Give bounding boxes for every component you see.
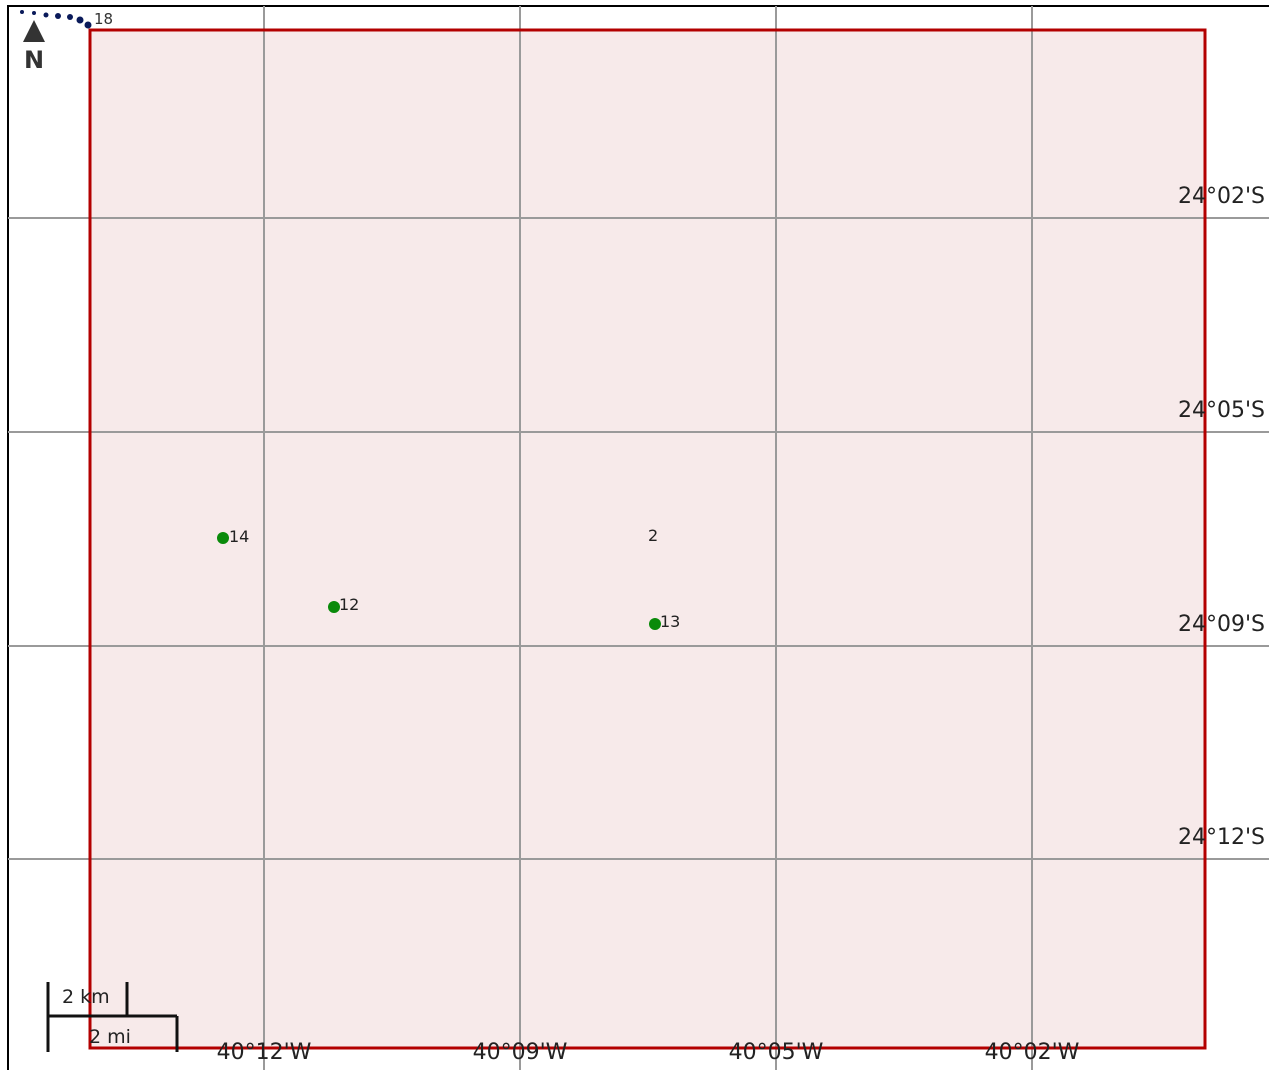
points: 14 12 13 2 (217, 526, 680, 631)
lon-label: 40°05'W (729, 1040, 824, 1065)
point-label: 13 (660, 612, 680, 631)
extent-fill (90, 30, 1205, 1048)
scale-label: 2 mi (89, 1026, 131, 1048)
lat-label: 24°05'S (1178, 398, 1265, 423)
scale-bar (46, 982, 179, 1052)
point (217, 532, 229, 544)
lon-label: 40°12'W (217, 1040, 312, 1065)
free-label: 2 (648, 526, 658, 545)
graticule (8, 6, 1269, 1070)
point-label: 12 (339, 595, 359, 614)
corner-label: 18 (94, 10, 113, 28)
lon-label: 40°02'W (985, 1040, 1080, 1065)
dot (55, 13, 61, 19)
lat-label: 24°09'S (1178, 612, 1265, 637)
point (328, 601, 340, 613)
dot (76, 16, 84, 24)
extent-border (88, 28, 1207, 1050)
dot (67, 14, 73, 20)
north-label: N (24, 46, 44, 74)
north-arrow: N (23, 20, 45, 74)
dot (43, 12, 49, 18)
dot (20, 10, 24, 14)
scale-label: 2 km (62, 986, 110, 1008)
lat-label: 24°12'S (1178, 825, 1265, 850)
point (649, 618, 661, 630)
corner-feature: 18 (20, 10, 113, 29)
point-label: 14 (229, 527, 249, 546)
lat-label: 24°02'S (1178, 184, 1265, 209)
dot (32, 11, 36, 15)
lon-label: 40°09'W (473, 1040, 568, 1065)
dot (84, 21, 92, 29)
north-arrow-head (23, 20, 45, 42)
